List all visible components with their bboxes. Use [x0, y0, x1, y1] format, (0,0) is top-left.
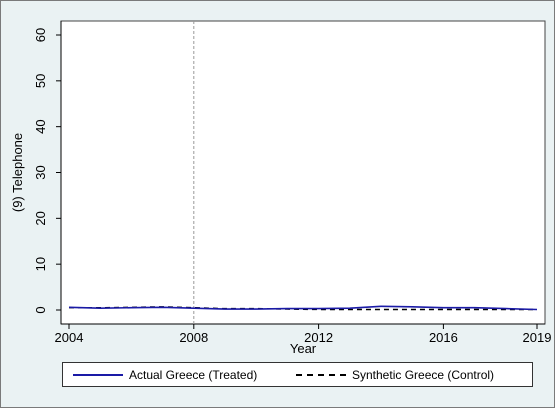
y-tick-label: 0 — [33, 306, 48, 313]
y-tick-label: 60 — [33, 28, 48, 42]
x-tick-label: 2012 — [304, 330, 333, 345]
x-tick-label: 2019 — [523, 330, 552, 345]
legend-swatch-actual — [73, 373, 123, 376]
legend-label-actual: Actual Greece (Treated) — [129, 367, 258, 382]
y-tick-label: 50 — [33, 74, 48, 88]
x-tick-label: 2008 — [179, 330, 208, 345]
y-axis-label: (9) Telephone — [10, 133, 25, 212]
series-line-actual — [68, 305, 538, 311]
legend-item-actual: Actual Greece (Treated) — [73, 363, 257, 386]
y-tick-label: 40 — [33, 119, 48, 133]
legend-swatch-synthetic — [296, 373, 346, 376]
plot-area — [60, 20, 546, 325]
x-tick-label: 2004 — [55, 330, 84, 345]
y-tick-label: 10 — [33, 257, 48, 271]
y-tick-label: 30 — [33, 165, 48, 179]
x-tick-label: 2016 — [429, 330, 458, 345]
x-axis-label: Year — [290, 341, 317, 356]
legend-label-synthetic: Synthetic Greece (Control) — [352, 367, 495, 382]
y-tick-label: 20 — [33, 211, 48, 225]
legend: Actual Greece (Treated) Synthetic Greece… — [62, 362, 533, 387]
legend-item-synthetic: Synthetic Greece (Control) — [296, 363, 494, 386]
